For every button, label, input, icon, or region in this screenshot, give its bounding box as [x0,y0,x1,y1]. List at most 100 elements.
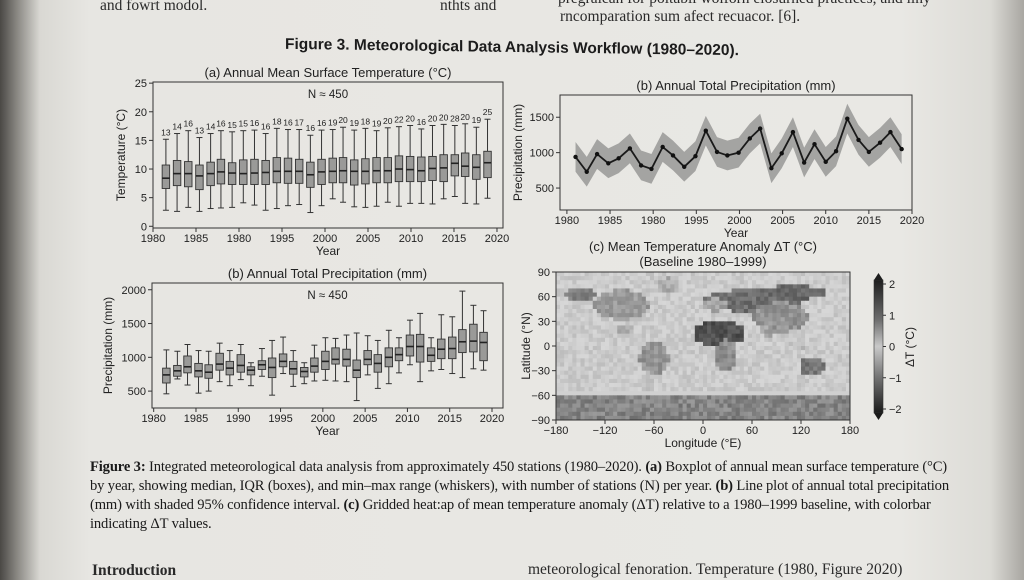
heatmap-cell [588,387,594,392]
heatmap-cell [796,370,802,376]
heatmap-cell [568,403,573,409]
heatmap-cell [719,337,724,343]
heatmap-cell [613,370,618,376]
heatmap-cell [813,292,818,298]
heatmap-cell [784,399,790,404]
heatmap-cell [756,341,761,347]
heatmap-cell [613,415,618,421]
y-tick-label: −90 [531,415,550,427]
heatmap-cell [666,341,671,347]
heatmap-cell [788,280,794,285]
heatmap-cell [837,304,843,310]
heatmap-cell [731,411,737,417]
heatmap-cell [654,403,659,409]
heatmap-cell [805,313,810,318]
data-point [584,169,589,174]
heatmap-cell [637,337,643,343]
heatmap-cell [780,304,786,310]
heatmap-cell [723,358,728,363]
heatmap-cell [817,321,822,326]
heatmap-cell [613,411,618,417]
heatmap-cell [625,411,630,417]
heatmap-cell [588,288,594,293]
heatmap-cell [768,309,773,314]
heatmap-cell [596,317,602,322]
heatmap-cell [686,387,692,392]
heatmap-cell [784,304,790,310]
heatmap-cell [711,374,716,380]
heatmap-cell [829,378,835,384]
heatmap-cell [649,341,655,347]
heatmap-cell [576,321,581,326]
heatmap-cell [727,378,732,384]
heatmap-cell [564,350,569,355]
heatmap-cell [796,337,802,343]
heatmap-cell [600,411,606,417]
heatmap-cell [654,354,659,359]
heatmap-cell [719,329,724,335]
heatmap-cell [580,350,585,355]
heatmap-cell [678,280,683,285]
heatmap-cell [649,325,655,330]
heatmap-cell [666,329,671,335]
heatmap-cell [703,399,708,404]
iqr-box [183,355,192,374]
heatmap-cell [564,296,569,302]
heatmap-cell [621,341,626,347]
heatmap-cell [719,399,724,404]
heatmap-cell [568,309,573,314]
heatmap-cell [633,383,639,388]
heatmap-cell [560,362,565,367]
heatmap-cell [670,272,675,277]
data-point [856,137,861,143]
heatmap-cell [768,411,773,417]
heatmap-cell [752,317,757,322]
heatmap-cell [556,288,561,293]
heatmap-cell [596,296,602,302]
heatmap-cell [560,272,565,277]
heatmap-cell [658,415,663,421]
heatmap-cell [592,317,598,322]
heatmap-cell [703,411,708,417]
heatmap-cell [649,350,655,355]
heatmap-cell [727,350,732,355]
heatmap-cell [686,374,692,380]
heatmap-cell [825,383,830,388]
heatmap-cell [809,346,814,351]
heatmap-cell [609,362,614,367]
heatmap-cell [817,415,822,421]
heatmap-cell [788,366,794,372]
heatmap-cell [813,387,818,392]
heatmap-cell [690,358,696,363]
heatmap-cell [690,378,696,384]
heatmap-cell [629,374,634,380]
heatmap-cell [735,399,741,404]
heatmap-cell [817,370,822,376]
heatmap-cell [809,280,814,285]
heatmap-cell [796,325,802,330]
heatmap-cell [637,378,643,384]
heatmap-cell [809,284,814,289]
heatmap-cell [621,346,626,351]
heatmap-cell [670,321,675,326]
heatmap-cell [588,354,594,359]
heatmap-cell [556,300,561,306]
heatmap-cell [600,280,606,285]
x-tick-label: 2010 [395,413,419,425]
heatmap-cell [600,288,606,293]
heatmap-cell [658,411,663,417]
heatmap-cell [841,341,847,347]
heatmap-cell [768,333,773,339]
heatmap-cell [809,370,814,376]
heatmap-cell [625,292,630,298]
heatmap-cell [658,272,663,277]
heatmap-cell [617,354,622,359]
heatmap-cell [649,317,655,322]
heatmap-cell [780,370,786,376]
heatmap-cell [821,284,826,289]
heatmap-cell [768,358,773,363]
heatmap-cell [747,341,753,347]
heatmap-cell [764,346,769,351]
x-tick-label: 1995 [684,215,708,227]
heatmap-cell [580,333,585,339]
